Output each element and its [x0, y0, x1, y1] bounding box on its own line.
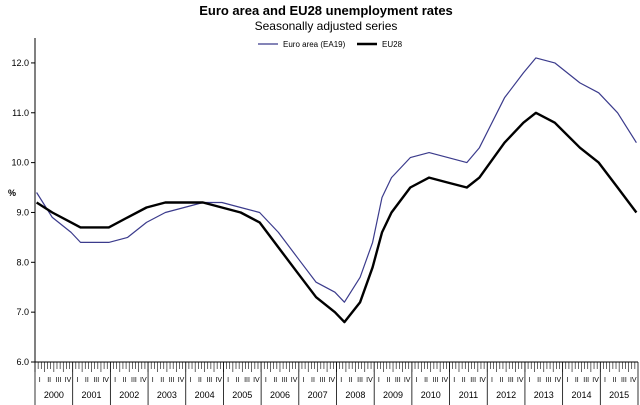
y-ticks: 6.0 7.0 8.0 9.0 10.0 11.0 12.0	[11, 58, 35, 367]
quarter-label: II	[311, 377, 315, 384]
quarter-label: IV	[253, 377, 260, 384]
chart-title: Euro area and EU28 unemployment rates	[199, 3, 453, 18]
quarter-label: IV	[630, 377, 637, 384]
series-line-eu28	[35, 111, 638, 324]
quarter-label: II	[462, 377, 466, 384]
year-label: 2013	[534, 390, 554, 400]
quarter-label: III	[621, 377, 627, 384]
legend-label-ea19: Euro area (EA19)	[283, 40, 346, 49]
year-label: 2010	[421, 390, 441, 400]
year-label: 2008	[345, 390, 365, 400]
year-label: 2011	[459, 390, 478, 400]
quarter-label: I	[76, 377, 78, 384]
quarter-label: IV	[102, 377, 109, 384]
y-tick-label: 9.0	[16, 207, 29, 217]
quarter-label: II	[85, 377, 89, 384]
quarter-label: IV	[178, 377, 185, 384]
quarter-label: I	[340, 377, 342, 384]
quarter-label: I	[491, 377, 493, 384]
quarter-label: I	[416, 377, 418, 384]
y-tick-label: 12.0	[11, 58, 29, 68]
quarter-label: IV	[140, 377, 147, 384]
quarter-label: I	[265, 377, 267, 384]
legend-label-eu28: EU28	[382, 40, 403, 49]
quarter-label: I	[189, 377, 191, 384]
year-label: 2014	[571, 390, 591, 400]
quarter-label: II	[273, 377, 277, 384]
quarter-label: I	[604, 377, 606, 384]
quarter-label: III	[93, 377, 99, 384]
quarter-label: III	[319, 377, 325, 384]
quarter-label: II	[47, 377, 51, 384]
quarter-label: I	[566, 377, 568, 384]
quarter-label: III	[169, 377, 175, 384]
quarter-label: II	[123, 377, 127, 384]
series-line-ea19	[36, 57, 637, 303]
quarter-label: I	[227, 377, 229, 384]
quarter-label: IV	[366, 377, 373, 384]
y-tick-label: 11.0	[12, 108, 29, 118]
quarter-label: IV	[442, 377, 449, 384]
quarter-label: IV	[215, 377, 222, 384]
quarter-label: II	[613, 377, 617, 384]
y-tick-label: 7.0	[16, 307, 29, 317]
quarter-label: I	[303, 377, 305, 384]
quarter-label: III	[131, 377, 137, 384]
year-label: 2015	[609, 390, 629, 400]
year-label: 2007	[308, 390, 328, 400]
quarter-label: III	[56, 377, 62, 384]
quarter-label: I	[114, 377, 116, 384]
quarter-label: III	[357, 377, 363, 384]
year-label: 2006	[270, 390, 290, 400]
y-tick-label: 8.0	[16, 257, 29, 267]
quarter-label: III	[206, 377, 212, 384]
quarter-label: I	[453, 377, 455, 384]
quarter-label: I	[152, 377, 154, 384]
quarter-label: III	[508, 377, 514, 384]
quarter-label: III	[583, 377, 589, 384]
quarter-label: II	[424, 377, 428, 384]
quarter-label: II	[349, 377, 353, 384]
year-label: 2002	[119, 390, 139, 400]
series-lines	[35, 57, 638, 324]
quarter-label: IV	[555, 377, 562, 384]
legend: Euro area (EA19) EU28	[258, 40, 403, 49]
year-label: 2005	[232, 390, 252, 400]
year-label: 2009	[383, 390, 403, 400]
quarter-label: IV	[65, 377, 72, 384]
y-axis-label: %	[8, 188, 16, 198]
quarter-label: IV	[404, 377, 411, 384]
y-tick-label: 6.0	[16, 357, 29, 367]
quarter-label: II	[160, 377, 164, 384]
quarter-label: IV	[592, 377, 599, 384]
quarter-label: III	[546, 377, 552, 384]
quarter-label: III	[470, 377, 476, 384]
year-label: 2004	[195, 390, 215, 400]
year-label: 2012	[496, 390, 516, 400]
quarter-label: II	[386, 377, 390, 384]
quarter-label: II	[198, 377, 202, 384]
quarter-label: III	[395, 377, 401, 384]
quarter-label: IV	[291, 377, 298, 384]
quarter-label: I	[39, 377, 41, 384]
quarter-label: I	[378, 377, 380, 384]
year-label: 2003	[157, 390, 177, 400]
quarter-label: I	[529, 377, 531, 384]
quarter-label: II	[537, 377, 541, 384]
y-tick-label: 10.0	[11, 158, 29, 168]
chart-subtitle: Seasonally adjusted series	[255, 19, 398, 33]
quarter-label: II	[236, 377, 240, 384]
year-label: 2001	[82, 390, 102, 400]
quarter-label: III	[282, 377, 288, 384]
year-label: 2000	[44, 390, 64, 400]
quarter-label: II	[499, 377, 503, 384]
quarter-label: III	[244, 377, 250, 384]
quarter-label: II	[575, 377, 579, 384]
quarter-label: IV	[517, 377, 524, 384]
quarter-label: III	[433, 377, 439, 384]
quarter-label: IV	[328, 377, 335, 384]
quarter-label: IV	[479, 377, 486, 384]
